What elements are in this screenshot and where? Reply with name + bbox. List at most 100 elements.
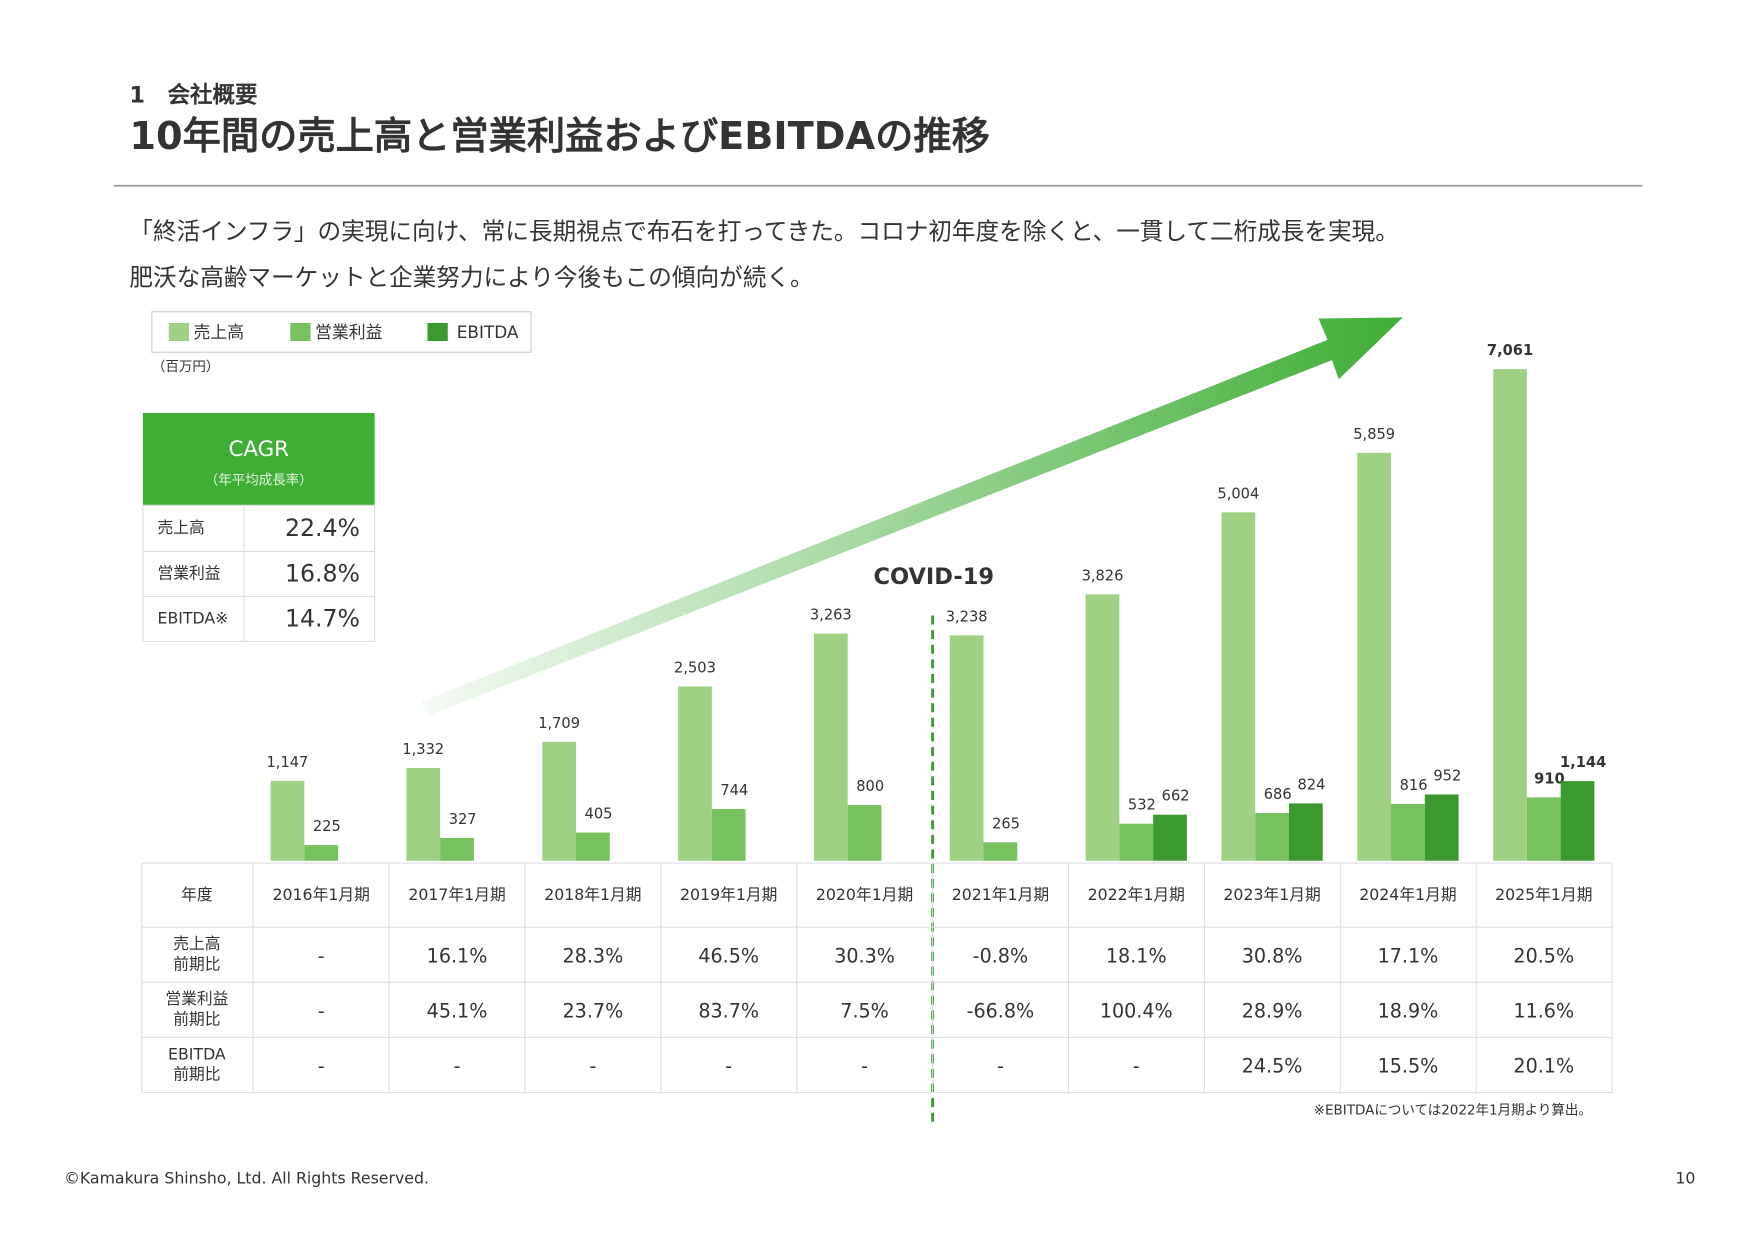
table-cell: 20.1% [1513, 1055, 1574, 1078]
row-label: 営業利益 [165, 989, 228, 1008]
category-label: 2017年1月期 [408, 885, 505, 904]
covid-label: COVID-19 [873, 564, 994, 590]
table-cell: 18.9% [1378, 1000, 1439, 1023]
value-label: 824 [1298, 776, 1326, 793]
lead: 肥沃な高齢マーケットと企業努力により今後もこの傾向が続く。 [129, 264, 813, 292]
bar [1221, 512, 1256, 861]
table-cell: 46.5% [698, 944, 759, 967]
category-label: 2019年1月期 [680, 885, 777, 904]
category-label: 2023年1月期 [1223, 885, 1320, 904]
table-cell: 23.7% [563, 1000, 624, 1023]
value-label: 686 [1264, 786, 1292, 803]
table-cell: 20.5% [1513, 944, 1574, 967]
table-cell: -66.8% [967, 1000, 1035, 1023]
value-label: 1,144 [1560, 754, 1606, 771]
value-label: 3,238 [946, 608, 988, 625]
table-cell: - [589, 1055, 596, 1078]
value-label: 744 [720, 782, 748, 799]
legend-label: 売上高 [194, 322, 245, 342]
value-label: 265 [992, 815, 1020, 832]
table-cell: 7.5% [840, 1000, 889, 1023]
value-label: 5,859 [1353, 426, 1395, 443]
bar [440, 837, 474, 861]
bar [1424, 794, 1459, 861]
table-cell: - [1133, 1055, 1140, 1078]
copyright: ©Kamakura Shinsho, Ltd. All Rights Reser… [64, 1169, 429, 1188]
bar [1391, 803, 1425, 861]
table-cell: - [861, 1055, 868, 1078]
bar [1288, 803, 1323, 861]
table-cell: - [318, 1000, 325, 1023]
bar [576, 832, 610, 861]
section: 1 会社概要 [129, 81, 257, 108]
value-label: 5,004 [1217, 485, 1259, 502]
title: 10年間の売上高と営業利益およびEBITDAの推移 [129, 114, 989, 159]
bar [1085, 594, 1120, 861]
legend-swatch [427, 323, 448, 341]
category-label: 2020年1月期 [816, 885, 913, 904]
table-cell: 100.4% [1100, 1000, 1173, 1023]
value-label: 1,332 [402, 741, 444, 758]
table-cell: 16.1% [427, 944, 488, 967]
bar [270, 780, 305, 861]
category-label: 2021年1月期 [952, 885, 1049, 904]
cagr-label: EBITDA※ [158, 608, 229, 627]
table-cell: - [318, 1055, 325, 1078]
row-label: 前期比 [173, 1065, 220, 1084]
table-cell: 18.1% [1106, 944, 1167, 967]
legend [151, 311, 532, 353]
value-label: 800 [856, 778, 884, 795]
value-label: 662 [1162, 788, 1190, 805]
bar [1526, 797, 1561, 861]
row-label: EBITDA [168, 1044, 226, 1063]
bar [813, 633, 848, 861]
bar [1153, 814, 1187, 861]
value-label: 532 [1128, 797, 1156, 814]
table-cell: -0.8% [973, 944, 1028, 967]
table-cell: 28.9% [1242, 1000, 1303, 1023]
bar [711, 808, 746, 861]
value-label: 225 [313, 818, 341, 835]
table-cell: - [318, 944, 325, 967]
cagr-value: 14.7% [285, 605, 360, 633]
legend-swatch [290, 323, 311, 341]
value-label: 3,826 [1082, 567, 1124, 584]
cagr-subtitle: （年平均成長率） [205, 472, 313, 489]
cagr-label: 売上高 [158, 518, 205, 537]
cagr-value: 16.8% [285, 560, 360, 588]
bar [1119, 823, 1154, 861]
value-label: 7,061 [1487, 342, 1533, 359]
bar [1255, 812, 1289, 861]
value-label: 2,503 [674, 659, 716, 676]
category-label: 2024年1月期 [1359, 885, 1456, 904]
legend-swatch [168, 323, 189, 341]
table-cell: - [454, 1055, 461, 1078]
footnote: ※EBITDAについては2022年1月期より算出。 [1314, 1103, 1592, 1119]
value-label: 3,263 [810, 607, 852, 624]
row-label: 売上高 [173, 934, 220, 953]
value-label: 816 [1400, 777, 1428, 794]
value-label: 1,147 [267, 754, 309, 771]
category-label: 2025年1月期 [1495, 885, 1592, 904]
bar [304, 845, 339, 861]
table-cell: - [997, 1055, 1004, 1078]
table-cell: 15.5% [1378, 1055, 1439, 1078]
category-label: 2016年1月期 [273, 885, 370, 904]
category-label: 2022年1月期 [1088, 885, 1185, 904]
cagr-title: CAGR [228, 437, 289, 462]
bar [1357, 452, 1392, 861]
bar [983, 842, 1018, 861]
row-label: 前期比 [173, 1009, 220, 1028]
table-cell: 30.8% [1242, 944, 1303, 967]
bar [949, 635, 984, 861]
bar [542, 741, 576, 861]
cagr-value: 22.4% [285, 514, 360, 542]
table-cell: 17.1% [1378, 944, 1439, 967]
lead: 「終活インフラ」の実現に向け、常に長期視点で布石を打ってきた。コロナ初年度を除く… [129, 218, 1398, 246]
page-number: 10 [1675, 1169, 1695, 1188]
value-label: 405 [585, 806, 613, 823]
bar [678, 686, 712, 861]
cagr-header [142, 413, 375, 506]
table-cell: 28.3% [563, 944, 624, 967]
